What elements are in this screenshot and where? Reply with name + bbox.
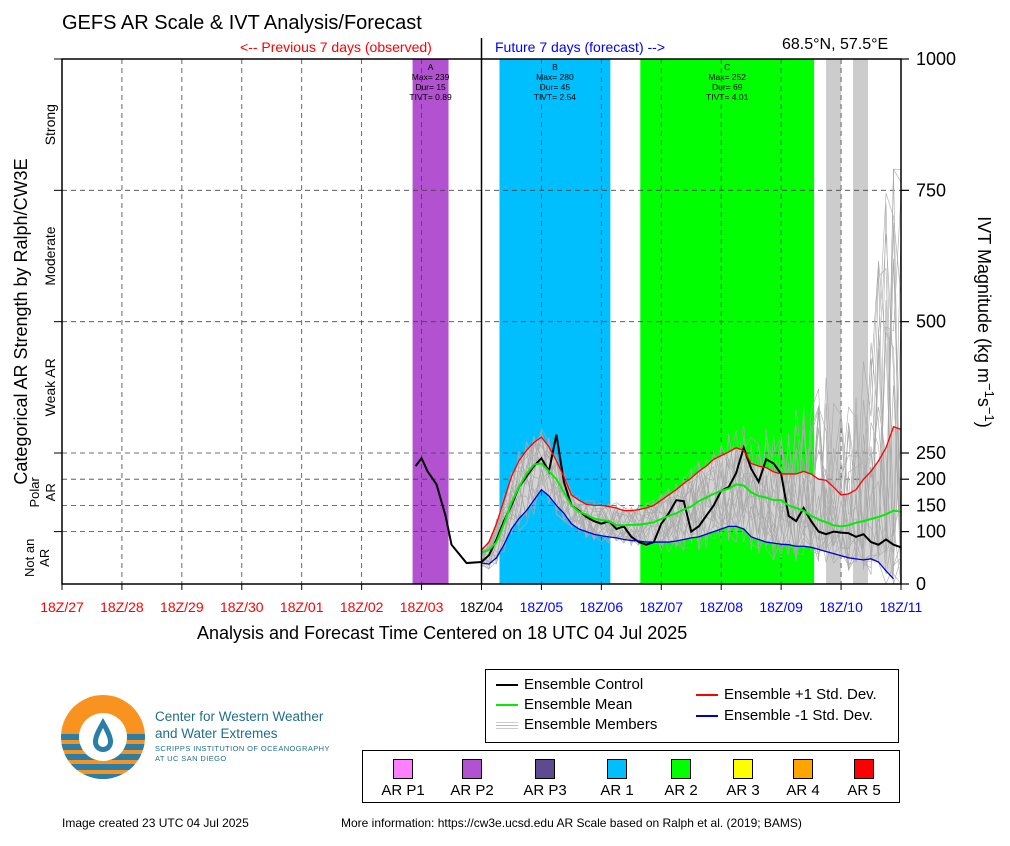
x-tick-label: 18Z/11 [880,599,923,615]
logo-text: Center for Western Weather and Water Extr… [155,709,324,741]
series-legend: Ensemble Control Ensemble Mean Ensemble … [485,669,899,743]
legend-mean: Ensemble Mean [496,696,632,713]
ar-scale-label: AR 4 [786,782,820,799]
ar-scale-swatch [607,759,627,779]
series-lines [414,425,902,580]
x-tick-label: 18Z/09 [759,599,803,615]
y-tick-label: 750 [916,180,946,200]
x-tick-label: 18Z/10 [819,599,863,615]
category-label: AR [37,549,52,567]
y-tick-label: 500 [916,312,946,332]
y-tick-label: 250 [916,443,946,463]
x-tick-label: 18Z/06 [580,599,624,615]
ar-scale-swatch [535,759,555,779]
ar-scale-label: AR P1 [381,782,425,799]
ar-event-annotation: Dur= 45 [540,82,571,92]
ar-event-annotation: Dur= 69 [712,82,743,92]
axis-labels: 18Z/27 18Z/28 18Z/29 18Z/30 18Z/01 18Z/02 18Z/… [11,49,998,615]
category-label: Strong [42,104,58,145]
category-label: Not an [22,539,37,577]
series-ensemble-1-std-dev- [481,488,894,580]
category-label: Moderate [42,226,58,285]
y-axis-title-left: Categorical AR Strength by Ralph/CW3E [11,158,31,484]
grid-lines [62,59,901,584]
ar-scale-swatch [671,759,691,779]
ar-event-annotation: TIVT= 2.54 [534,92,577,102]
ar-scale-swatch [733,759,753,779]
legend-control: Ensemble Control [496,676,643,693]
x-tick-label: 18Z/27 [40,599,84,615]
ensemble-member-line [481,299,902,585]
ensemble-member-line [481,405,901,585]
y-axis-title-right: IVT Magnitude (kg m−1s−1) [974,216,998,427]
ar-scale-label: AR P3 [523,782,567,799]
series-ensemble-mean [481,462,902,554]
legend-members: Ensemble Members [496,716,657,733]
ensemble-member-line [481,168,902,570]
x-tick-label: 18Z/29 [160,599,204,615]
series-ensemble-1-std-dev- [481,425,902,551]
y-tick-label: 200 [916,469,946,489]
x-tick-label: 18Z/08 [699,599,743,615]
ar-scale-swatch [793,759,813,779]
logo-subtext: SCRIPPS INSTITUTION OF OCEANOGRAPHY AT UC… [155,744,330,763]
ar-event-annotation: TIVT= 4.01 [706,92,749,102]
ar-scale-label: AR P2 [450,782,494,799]
x-tick-label: 18Z/30 [220,599,264,615]
more-info-note: More information: https://cw3e.ucsd.edu … [341,816,802,830]
x-tick-label: 18Z/07 [639,599,683,615]
ar-scale-legend: AR P1 AR P2 AR P3 AR 1 AR 2 AR 3 AR 4 AR 5 [362,750,900,803]
image-created-note: Image created 23 UTC 04 Jul 2025 [62,816,249,830]
chart-title: GEFS AR Scale & IVT Analysis/Forecast [62,12,422,34]
x-tick-label: 18Z/04 [460,599,504,615]
x-tick-label: 18Z/05 [520,599,564,615]
ar-event-annotation: B [552,62,558,72]
ar-event-annotation: A [428,62,434,72]
ar-event-annotation: C [724,62,730,72]
y-tick-label: 1000 [916,49,956,69]
ar-event-annotation: Max= 280 [536,72,574,82]
axes [54,38,909,590]
y-tick-label: 100 [916,522,946,542]
ensemble-member-line [481,400,902,585]
future-days-label: Future 7 days (forecast) --> [495,39,666,55]
ar-scale-label: AR 3 [726,782,760,799]
x-axis-title: Analysis and Forecast Time Centered on 1… [197,623,688,643]
ensemble-member-line [481,264,902,564]
x-tick-label: 18Z/01 [280,599,324,615]
previous-days-label: <-- Previous 7 days (observed) [240,39,432,55]
ar-event-annotation: Max= 239 [412,72,450,82]
cw3e-logo [61,695,145,779]
category-label: Weak AR [42,358,58,416]
location-label: 68.5°N, 57.5°E [782,36,889,53]
legend-minus-std: Ensemble -1 Std. Dev. [696,707,873,724]
x-tick-label: 18Z/28 [100,599,144,615]
ar-event-annotation: Max= 252 [708,72,746,82]
ar-scale-label: AR 1 [600,782,634,799]
ar-scale-swatch [854,759,874,779]
ensemble-member-line [481,169,901,567]
y-tick-label: 0 [916,574,926,594]
x-tick-label: 18Z/02 [340,599,384,615]
ar-scale-swatch [393,759,413,779]
x-tick-label: 18Z/03 [400,599,444,615]
ar-scale-label: AR 2 [664,782,698,799]
ar-scale-label: AR 5 [847,782,881,799]
category-label: AR [43,483,58,501]
ensemble-spread [481,426,901,579]
legend-plus-std: Ensemble +1 Std. Dev. [696,686,877,703]
ensemble-member-line [481,169,902,583]
y-tick-label: 150 [916,495,946,515]
ar-event-annotation: Dur= 15 [415,82,446,92]
ar-scale-swatch [462,759,482,779]
ar-event-annotation: TIVT= 0.89 [409,92,452,102]
category-label: Polar [27,476,42,507]
